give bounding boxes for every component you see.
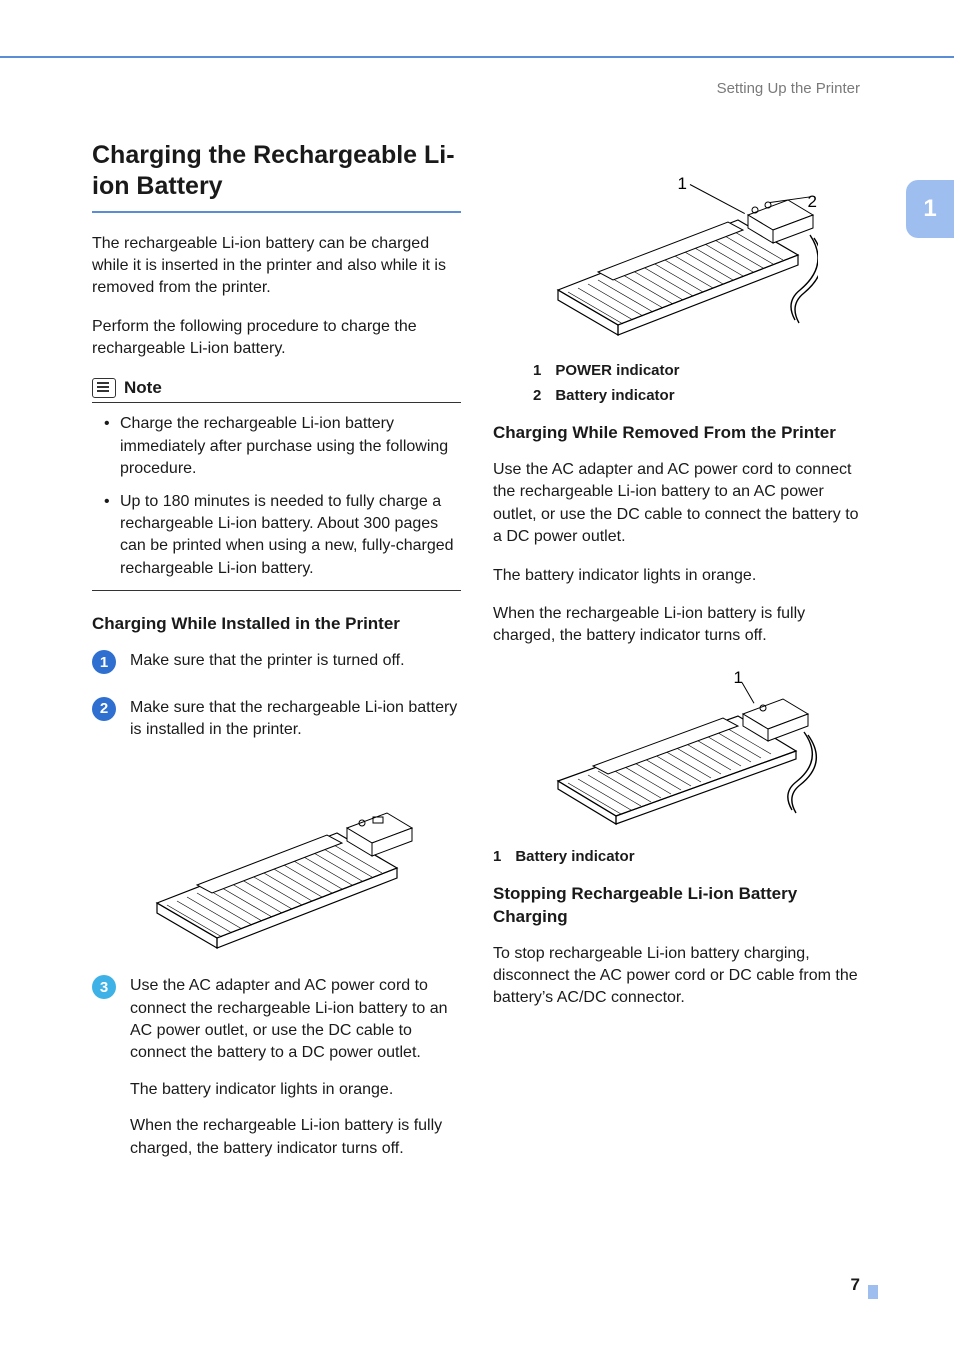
legend-bottom: 1 Battery indicator (493, 848, 862, 865)
legend-label: POWER indicator (555, 362, 679, 379)
intro-p1: The rechargeable Li-ion battery can be c… (92, 233, 461, 300)
callout-label: 1 (734, 668, 743, 688)
intro-p2: Perform the following procedure to charg… (92, 316, 461, 361)
illustration-battery-installed (137, 773, 417, 953)
note-block: Note Charge the rechargeable Li-ion batt… (92, 378, 461, 591)
note-item: Charge the rechargeable Li-ion battery i… (104, 413, 461, 480)
legend-num: 1 (533, 362, 541, 379)
legend-num: 1 (493, 848, 501, 865)
legend-label: Battery indicator (555, 387, 674, 404)
note-bottom-rule (92, 590, 461, 591)
step-row: 3 Use the AC adapter and AC power cord t… (92, 975, 461, 1174)
left-column: Charging the Rechargeable Li-ion Battery… (92, 140, 461, 1261)
body-text: When the rechargeable Li-ion battery is … (493, 603, 862, 648)
note-item: Up to 180 minutes is needed to fully cha… (104, 491, 461, 581)
section-heading: Charging While Removed From the Printer (493, 422, 862, 445)
section-heading: Stopping Rechargeable Li-ion Battery Cha… (493, 883, 862, 929)
body-text: Use the AC adapter and AC power cord to … (493, 459, 862, 549)
step-number-badge: 1 (92, 650, 116, 674)
legend-label: Battery indicator (515, 848, 634, 865)
step-number-badge: 3 (92, 975, 116, 999)
step-text: The battery indicator lights in orange. (130, 1079, 461, 1101)
title-rule (92, 211, 461, 213)
note-list: Charge the rechargeable Li-ion battery i… (92, 403, 461, 580)
step-row: 1 Make sure that the printer is turned o… (92, 650, 461, 686)
page-number: 7 (851, 1275, 860, 1295)
legend-num: 2 (533, 387, 541, 404)
note-title: Note (124, 378, 162, 398)
callout-label: 1 (678, 174, 687, 194)
note-icon (92, 378, 116, 398)
top-rule (0, 56, 954, 58)
step-text: Make sure that the rechargeable Li-ion b… (130, 697, 461, 742)
running-header: Setting Up the Printer (717, 80, 860, 97)
step-number-badge: 2 (92, 697, 116, 721)
chapter-tab: 1 (906, 180, 954, 238)
step-body: Use the AC adapter and AC power cord to … (130, 975, 461, 1174)
body-text: The battery indicator lights in orange. (493, 565, 862, 587)
step-text: Make sure that the printer is turned off… (130, 650, 405, 672)
step-body: Make sure that the rechargeable Li-ion b… (130, 697, 461, 756)
page-number-ornament (868, 1285, 878, 1299)
body-text: To stop rechargeable Li-ion battery char… (493, 943, 862, 1010)
right-column: 1 2 1POWER indicator 2Battery indicator … (493, 140, 862, 1261)
step-body: Make sure that the printer is turned off… (130, 650, 405, 686)
step-text: When the rechargeable Li-ion battery is … (130, 1115, 461, 1160)
legend-top: 1 POWER indicator 2 Battery indicator (533, 362, 862, 404)
callout-label: 2 (808, 192, 817, 212)
page-body: Charging the Rechargeable Li-ion Battery… (92, 140, 862, 1261)
illustration-with-indicators: 1 2 (538, 160, 818, 340)
step-row: 2 Make sure that the rechargeable Li-ion… (92, 697, 461, 756)
page-title: Charging the Rechargeable Li-ion Battery (92, 140, 461, 203)
section-heading: Charging While Installed in the Printer (92, 613, 461, 636)
step-text: Use the AC adapter and AC power cord to … (130, 975, 461, 1065)
illustration-battery-removed: 1 (538, 666, 818, 826)
